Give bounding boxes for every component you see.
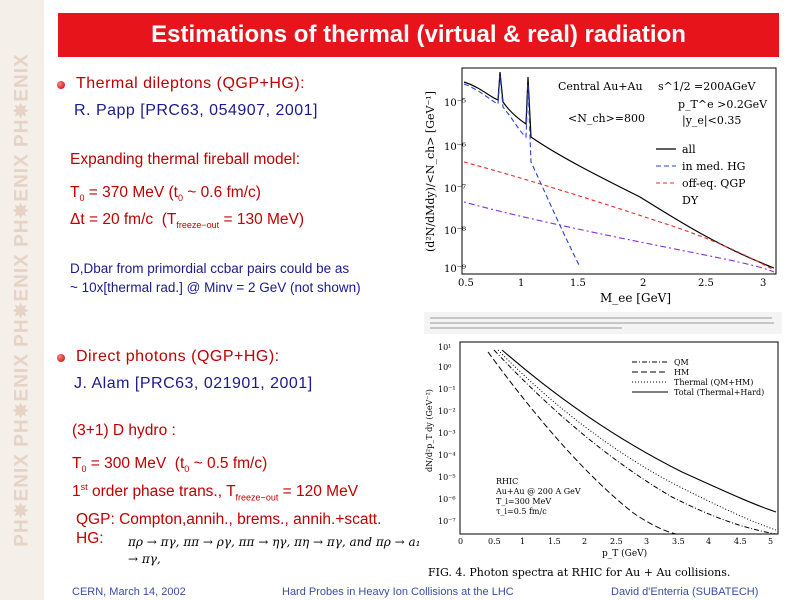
x-tick: 2.5 (610, 537, 623, 546)
plot-label: Au+Au @ 200 A GeV (495, 487, 581, 496)
x-tick: 4 (706, 537, 711, 546)
section1-ref: R. Papp [PRC63, 054907, 2001] (74, 102, 318, 119)
dilepton-figure: 0.5 1 1.5 2 2.5 3 10⁻⁵ 10⁻⁶ 10⁻⁷ 10⁻⁸ 10… (420, 62, 782, 312)
y-tick: 10⁻² (438, 407, 456, 416)
x-axis-label: p_T (GeV) (602, 548, 647, 559)
section1-line1: T0 = 370 MeV (t0 ~ 0.6 fm/c) (70, 184, 261, 204)
y-tick: 10⁰ (438, 363, 451, 372)
y-tick: 10⁻⁴ (438, 451, 456, 460)
legend-item: off-eq. QGP (682, 177, 746, 190)
x-tick: 0.5 (488, 537, 501, 546)
x-tick: 4.5 (734, 537, 747, 546)
x-tick: 1.5 (570, 278, 586, 289)
legend-item: Total (Thermal+Hard) (674, 388, 764, 397)
y-tick: 10⁻⁸ (444, 226, 466, 237)
plot-label: T_i=300 MeV (496, 497, 551, 506)
footer-left: CERN, March 14, 2002 (72, 586, 186, 598)
footer-right: David d'Enterria (SUBATECH) (611, 586, 759, 598)
y-tick: 10⁻¹ (438, 385, 456, 394)
x-axis-label: M_ee [GeV] (600, 291, 671, 305)
x-tick: 1 (520, 537, 525, 546)
section2-line4: HG: (76, 530, 104, 547)
y-tick: 10⁻⁵ (444, 98, 466, 109)
legend-item: QM (674, 358, 689, 367)
plot-label: Central Au+Au (558, 80, 643, 93)
x-tick: 3 (644, 537, 649, 546)
legend-item: all (682, 143, 696, 156)
y-axis-label: dN/d²p_T dy (GeV⁻²) (425, 389, 434, 472)
photon-figure: 10¹ 10⁰ 10⁻¹ 10⁻² 10⁻³ 10⁻⁴ 10⁻⁵ 10⁻⁶ 10… (422, 312, 784, 584)
x-tick: 1 (518, 278, 524, 289)
plot-label: <N_ch>=800 (568, 112, 645, 125)
curve-qm (493, 349, 777, 535)
section1-note2: ~ 10x[thermal rad.] @ Minv = 2 GeV (not … (70, 280, 361, 295)
section2-line3: QGP: Compton,annih., brems., annih.+scat… (76, 511, 382, 528)
legend-item: in med. HG (682, 160, 745, 173)
footer-center: Hard Probes in Heavy Ion Collisions at t… (282, 586, 514, 598)
plot-label: τ_i=0.5 fm/c (496, 507, 547, 516)
section2-ref: J. Alam [PRC63, 021901, 2001] (74, 375, 313, 392)
y-tick: 10⁻⁹ (444, 264, 466, 275)
legend: all in med. HG off-eq. QGP DY (656, 143, 746, 207)
section2-reactions: πρ → πγ, ππ → ργ, ππ → ηγ, πη → πγ, and … (128, 535, 421, 566)
section1-line2: Δt = 20 fm/c (Tfreeze−out = 130 MeV) (70, 211, 305, 231)
plot-label: RHIC (496, 477, 518, 486)
curve-hm (487, 351, 677, 535)
y-tick: 10⁻⁵ (438, 473, 456, 482)
plot-label: p_T^e >0.2GeV (678, 98, 768, 111)
section1-model: Expanding thermal fireball model: (70, 151, 301, 168)
phenix-logo-text: PH✸ENIX PH✸ENIX PH✸ENIX PH✸ENIX PH✸ENIX (11, 53, 33, 547)
section2-heading: Direct photons (QGP+HG): (76, 348, 280, 365)
bullet-icon (57, 354, 65, 362)
curve-all (463, 71, 775, 269)
curve-hg (463, 75, 581, 268)
x-tick: 5 (768, 537, 773, 546)
curve-dy (463, 201, 775, 273)
plot-label: |y_e|<0.35 (682, 114, 741, 128)
x-tick: 0.5 (458, 278, 474, 289)
section1-heading: Thermal dileptons (QGP+HG): (76, 75, 306, 92)
plot-label: s^1/2 =200AGeV (658, 80, 757, 93)
x-tick: 3.5 (672, 537, 685, 546)
photon-plot: 10¹ 10⁰ 10⁻¹ 10⁻² 10⁻³ 10⁻⁴ 10⁻⁵ 10⁻⁶ 10… (424, 312, 782, 579)
legend-item: Thermal (QM+HM) (674, 378, 753, 387)
x-tick: 1.5 (548, 537, 561, 546)
figure-caption: FIG. 4. Photon spectra at RHIC for Au + … (428, 566, 730, 579)
x-tick: 0 (458, 537, 463, 546)
y-tick: 10¹ (438, 343, 451, 352)
bullet-icon (57, 81, 65, 89)
curve-qgp (463, 161, 775, 271)
x-tick: 2 (582, 537, 587, 546)
x-tick: 2.5 (698, 278, 714, 289)
sidebar-watermark: PH✸ENIX PH✸ENIX PH✸ENIX PH✸ENIX PH✸ENIX (0, 0, 44, 600)
slide-title: Estimations of thermal (virtual & real) … (58, 13, 779, 57)
curve-total (501, 349, 777, 513)
legend: QM HM Thermal (QM+HM) Total (Thermal+Har… (632, 358, 764, 397)
section2-line2: 1st order phase trans., Tfreeze−out = 12… (72, 482, 359, 503)
legend-item: HM (674, 368, 689, 377)
y-tick: 10⁻⁶ (444, 142, 466, 153)
y-tick: 10⁻³ (438, 429, 456, 438)
section2-line1: T0 = 300 MeV (t0 ~ 0.5 fm/c) (72, 455, 268, 475)
y-axis-label: (d²N/dMdy)/<N_ch> [GeV⁻¹] (424, 91, 437, 252)
y-tick: 10⁻⁷ (438, 517, 456, 526)
section1-note1: D,Dbar from primordial ccbar pairs could… (70, 261, 350, 276)
x-tick: 3 (760, 278, 766, 289)
x-tick: 2 (640, 278, 646, 289)
legend-item: DY (682, 194, 699, 207)
y-tick: 10⁻⁶ (438, 495, 456, 504)
section2-model: (3+1) D hydro : (72, 422, 176, 439)
y-tick: 10⁻⁷ (444, 184, 466, 195)
dilepton-plot: 0.5 1 1.5 2 2.5 3 10⁻⁵ 10⁻⁶ 10⁻⁷ 10⁻⁸ 10… (424, 67, 777, 305)
